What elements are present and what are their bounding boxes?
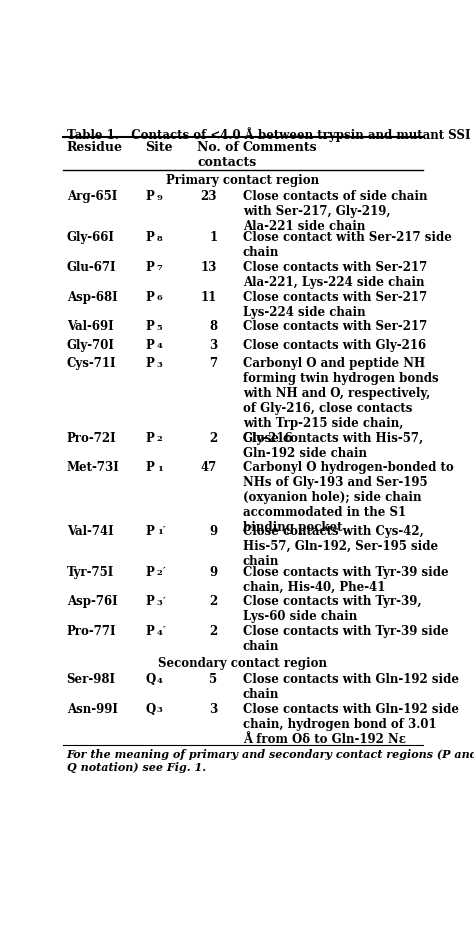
Text: Asp-76I: Asp-76I <box>66 595 117 608</box>
Text: 4: 4 <box>156 629 163 637</box>
Text: 3: 3 <box>156 707 163 715</box>
Text: Residue: Residue <box>66 141 123 154</box>
Text: Table 1.   Contacts of <4.0 Å between trypsin and mutant SSI: Table 1. Contacts of <4.0 Å between tryp… <box>66 127 470 142</box>
Text: Close contacts with Ser-217
Lys-224 side chain: Close contacts with Ser-217 Lys-224 side… <box>243 291 427 319</box>
Text: 1: 1 <box>209 232 217 244</box>
Text: 6: 6 <box>156 294 163 302</box>
Text: P: P <box>146 232 155 244</box>
Text: Carbonyl O and peptide NH
forming twin hydrogen bonds
with NH and O, respectivel: Carbonyl O and peptide NH forming twin h… <box>243 357 438 445</box>
Text: ′: ′ <box>163 567 166 575</box>
Text: P: P <box>146 625 155 638</box>
Text: For the meaning of primary and secondary contact regions (P and
Q notation) see : For the meaning of primary and secondary… <box>66 749 474 772</box>
Text: P: P <box>146 357 155 370</box>
Text: P: P <box>146 595 155 608</box>
Text: 4: 4 <box>156 677 163 685</box>
Text: 3: 3 <box>156 599 163 607</box>
Text: Arg-65I: Arg-65I <box>66 190 117 204</box>
Text: 8: 8 <box>209 320 217 333</box>
Text: Cys-71I: Cys-71I <box>66 357 116 370</box>
Text: Q: Q <box>146 673 156 686</box>
Text: Tyr-75I: Tyr-75I <box>66 566 114 579</box>
Text: P: P <box>146 190 155 204</box>
Text: ′: ′ <box>163 596 166 605</box>
Text: Close contacts with His-57,
Gln-192 side chain: Close contacts with His-57, Gln-192 side… <box>243 432 423 459</box>
Text: Met-73I: Met-73I <box>66 461 119 474</box>
Text: 47: 47 <box>201 461 217 474</box>
Text: 2: 2 <box>209 432 217 444</box>
Text: 2: 2 <box>156 569 163 577</box>
Text: Close contacts with Gly-216: Close contacts with Gly-216 <box>243 339 426 352</box>
Text: 3: 3 <box>156 360 163 369</box>
Text: Glu-67I: Glu-67I <box>66 261 116 274</box>
Text: Close contacts with Tyr-39,
Lys-60 side chain: Close contacts with Tyr-39, Lys-60 side … <box>243 595 421 623</box>
Text: Gly-70I: Gly-70I <box>66 339 115 352</box>
Text: 1: 1 <box>156 465 163 473</box>
Text: 2: 2 <box>156 435 163 444</box>
Text: 5: 5 <box>156 324 163 332</box>
Text: Close contacts of side chain
with Ser-217, Gly-219,
Ala-221 side chain: Close contacts of side chain with Ser-21… <box>243 190 428 233</box>
Text: Close contacts with Ser-217: Close contacts with Ser-217 <box>243 320 427 333</box>
Text: P: P <box>146 320 155 333</box>
Text: P: P <box>146 261 155 274</box>
Text: 9: 9 <box>209 525 217 538</box>
Text: Asn-99I: Asn-99I <box>66 703 118 716</box>
Text: Q: Q <box>146 703 156 716</box>
Text: Close contacts with Tyr-39 side
chain: Close contacts with Tyr-39 side chain <box>243 625 448 653</box>
Text: 23: 23 <box>201 190 217 204</box>
Text: Site: Site <box>146 141 173 154</box>
Text: Carbonyl O hydrogen-bonded to
NHs of Gly-193 and Ser-195
(oxyanion hole); side c: Carbonyl O hydrogen-bonded to NHs of Gly… <box>243 461 454 534</box>
Text: P: P <box>146 291 155 304</box>
Text: 7: 7 <box>156 265 163 272</box>
Text: 7: 7 <box>209 357 217 370</box>
Text: Close contacts with Gln-192 side
chain, hydrogen bond of 3.01
Å from Oδ to Gln-1: Close contacts with Gln-192 side chain, … <box>243 703 459 746</box>
Text: 9: 9 <box>156 194 163 202</box>
Text: 13: 13 <box>201 261 217 274</box>
Text: Comments: Comments <box>243 141 318 154</box>
Text: Secondary contact region: Secondary contact region <box>158 657 328 669</box>
Text: Close contact with Ser-217 side
chain: Close contact with Ser-217 side chain <box>243 232 452 259</box>
Text: 4: 4 <box>156 342 163 350</box>
Text: 8: 8 <box>156 235 163 243</box>
Text: Asp-68I: Asp-68I <box>66 291 117 304</box>
Text: P: P <box>146 461 155 474</box>
Text: ′: ′ <box>163 526 166 534</box>
Text: P: P <box>146 432 155 444</box>
Text: Close contacts with Tyr-39 side
chain, His-40, Phe-41: Close contacts with Tyr-39 side chain, H… <box>243 566 448 594</box>
Text: Pro-77I: Pro-77I <box>66 625 116 638</box>
Text: Primary contact region: Primary contact region <box>166 174 319 187</box>
Text: No. of
contacts: No. of contacts <box>197 141 256 169</box>
Text: 2: 2 <box>209 625 217 638</box>
Text: P: P <box>146 566 155 579</box>
Text: Close contacts with Ser-217
Ala-221, Lys-224 side chain: Close contacts with Ser-217 Ala-221, Lys… <box>243 261 427 289</box>
Text: Ser-98I: Ser-98I <box>66 673 116 686</box>
Text: 9: 9 <box>209 566 217 579</box>
Text: Gly-66I: Gly-66I <box>66 232 115 244</box>
Text: 1: 1 <box>156 529 163 536</box>
Text: 5: 5 <box>209 673 217 686</box>
Text: Close contacts with Cys-42,
His-57, Gln-192, Ser-195 side
chain: Close contacts with Cys-42, His-57, Gln-… <box>243 525 438 568</box>
Text: P: P <box>146 525 155 538</box>
Text: Pro-72I: Pro-72I <box>66 432 116 444</box>
Text: Close contacts with Gln-192 side
chain: Close contacts with Gln-192 side chain <box>243 673 459 701</box>
Text: Val-69I: Val-69I <box>66 320 113 333</box>
Text: ′: ′ <box>163 626 166 635</box>
Text: 3: 3 <box>209 703 217 716</box>
Text: 2: 2 <box>209 595 217 608</box>
Text: 3: 3 <box>209 339 217 352</box>
Text: P: P <box>146 339 155 352</box>
Text: Val-74I: Val-74I <box>66 525 113 538</box>
Text: 11: 11 <box>201 291 217 304</box>
